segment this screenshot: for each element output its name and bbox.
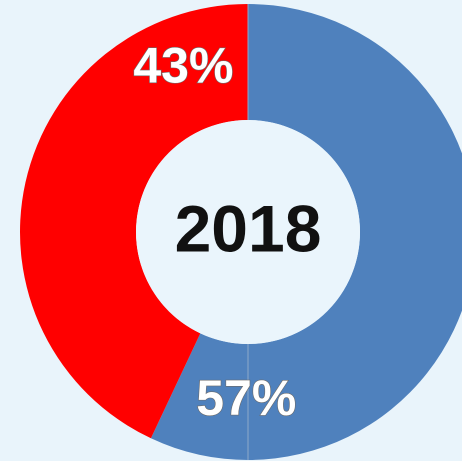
donut-slice-1 — [19, 4, 248, 439]
donut-slices — [19, 4, 462, 460]
donut-slice-0 — [150, 4, 462, 460]
slice-label-1: 43% — [133, 38, 233, 94]
donut-center-hole — [136, 120, 360, 344]
slice-label-0: 57% — [196, 370, 296, 426]
slice-labels: 57% 43% — [133, 37, 297, 427]
center-year-label: 2018 — [175, 191, 322, 265]
